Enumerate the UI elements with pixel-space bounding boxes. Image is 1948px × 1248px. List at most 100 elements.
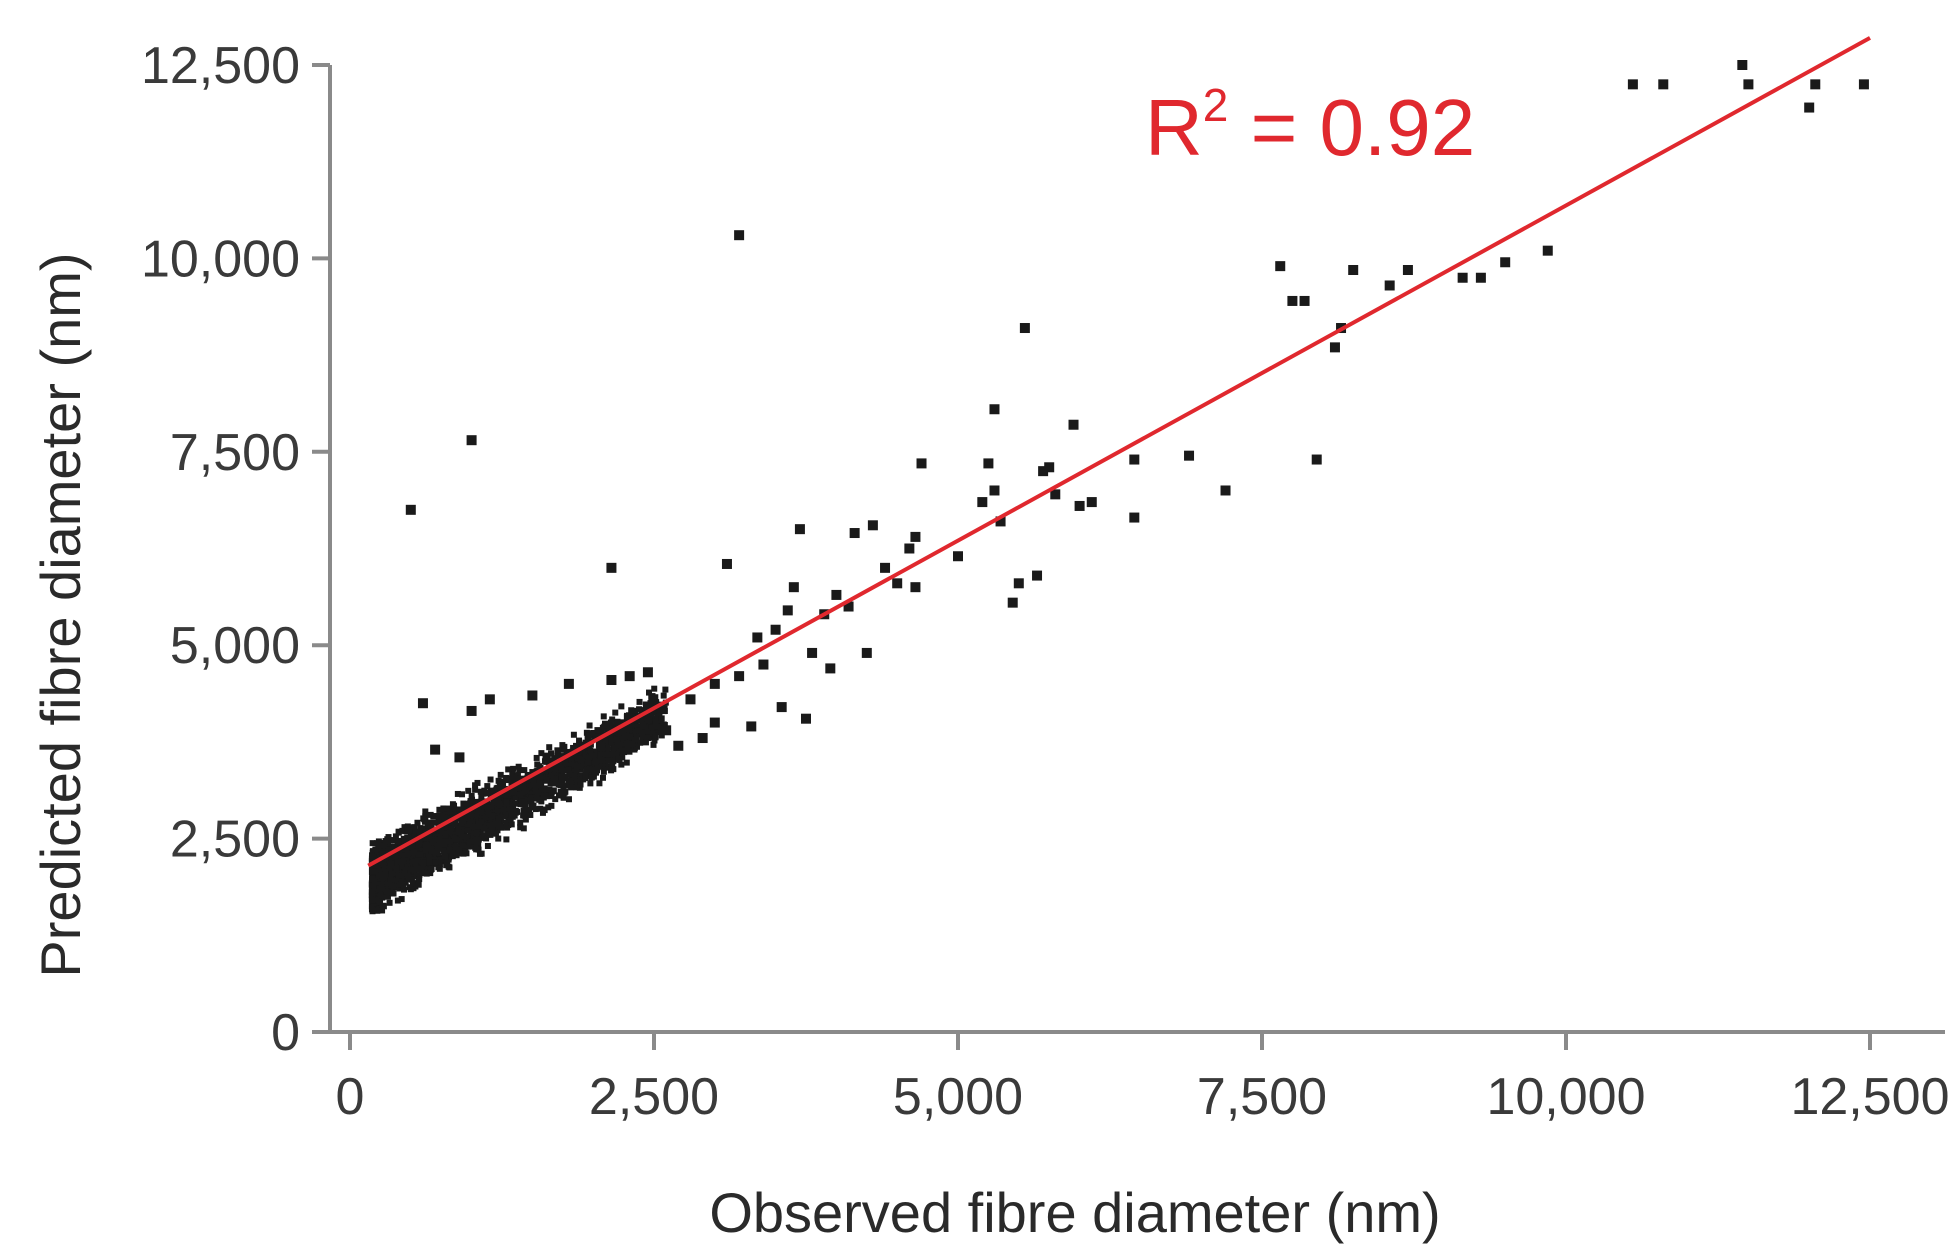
cloud-point	[548, 750, 555, 757]
cloud-point	[559, 792, 566, 799]
cloud-point	[390, 883, 397, 890]
data-point	[1542, 245, 1553, 256]
cloud-point	[573, 767, 580, 774]
data-point	[788, 582, 799, 593]
cloud-point	[415, 851, 422, 858]
cloud-point	[652, 720, 659, 727]
cloud-point	[520, 825, 527, 832]
cloud-point	[609, 760, 616, 767]
data-point	[466, 435, 477, 446]
data-point	[983, 458, 994, 469]
cloud-point	[477, 826, 484, 833]
cloud-point	[379, 850, 386, 857]
cloud-point	[380, 902, 387, 909]
cloud-point	[587, 747, 594, 754]
cloud-point	[554, 748, 561, 755]
cloud-point	[429, 859, 436, 866]
data-point	[1804, 102, 1815, 113]
cloud-point	[458, 806, 465, 813]
data-point	[1074, 500, 1085, 511]
data-point	[624, 671, 635, 682]
cloud-point	[436, 857, 443, 864]
data-point	[794, 524, 805, 535]
cloud-point	[627, 733, 634, 740]
cloud-point	[478, 794, 485, 801]
cloud-point	[494, 807, 501, 814]
cloud-point	[658, 732, 665, 739]
cloud-point	[609, 716, 616, 723]
cloud-point	[368, 906, 375, 913]
cloud-point	[500, 806, 507, 813]
cloud-point	[607, 719, 614, 726]
cloud-point	[412, 860, 419, 867]
cloud-point	[623, 759, 630, 766]
cloud-point	[377, 892, 384, 899]
cloud-point	[477, 830, 484, 837]
data-point	[861, 647, 872, 658]
cloud-point	[652, 727, 659, 734]
cloud-point	[618, 761, 625, 768]
cloud-point	[507, 806, 514, 813]
data-point	[642, 667, 653, 678]
cloud-point	[419, 865, 426, 872]
cloud-point	[631, 707, 638, 714]
cloud-point	[639, 729, 646, 736]
cloud-point	[532, 788, 539, 795]
cloud-point	[503, 836, 510, 843]
cloud-point	[486, 822, 493, 829]
cloud-point	[548, 792, 555, 799]
cloud-point	[568, 779, 575, 786]
cloud-point	[494, 827, 501, 834]
cloud-point	[422, 808, 429, 815]
cloud-point	[374, 851, 381, 858]
data-point	[527, 690, 538, 701]
x-tick-label: 0	[336, 1068, 365, 1126]
cloud-point	[507, 816, 514, 823]
cloud-point	[636, 698, 643, 705]
cloud-point	[588, 752, 595, 759]
cloud-point	[636, 706, 643, 713]
cloud-point	[435, 816, 442, 823]
data-point	[405, 504, 416, 515]
cloud-point	[568, 760, 575, 767]
cloud-point	[477, 788, 484, 795]
cloud-point	[404, 850, 411, 857]
cloud-point	[373, 896, 380, 903]
cloud-point	[599, 774, 606, 781]
data-point	[1311, 454, 1322, 465]
cloud-point	[487, 828, 494, 835]
data-point	[910, 582, 921, 593]
cloud-point	[632, 723, 639, 730]
cloud-point	[473, 846, 480, 853]
cloud-point	[576, 784, 583, 791]
cloud-point	[577, 781, 584, 788]
cloud-point	[407, 866, 414, 873]
cloud-point	[536, 763, 543, 770]
data-point	[484, 694, 495, 705]
cloud-point	[587, 780, 594, 787]
cloud-point	[394, 859, 401, 866]
cloud-point	[431, 813, 438, 820]
cloud-point	[639, 723, 646, 730]
cloud-point	[386, 899, 393, 906]
cloud-point	[441, 838, 448, 845]
data-point	[977, 497, 988, 508]
cloud-point	[368, 863, 375, 870]
cloud-point	[492, 821, 499, 828]
cloud-point	[388, 870, 395, 877]
cloud-point	[385, 846, 392, 853]
cloud-point	[582, 752, 589, 759]
cloud-point	[456, 846, 463, 853]
cloud-point	[598, 729, 605, 736]
cloud-point	[591, 770, 598, 777]
cloud-point	[525, 777, 532, 784]
data-point	[466, 705, 477, 716]
cloud-point	[533, 794, 540, 801]
cloud-point	[382, 838, 389, 845]
cloud-point	[613, 750, 620, 757]
cloud-point	[552, 796, 559, 803]
cloud-point	[404, 824, 411, 831]
cloud-point	[381, 878, 388, 885]
cloud-point	[427, 811, 434, 818]
cloud-point	[540, 793, 547, 800]
